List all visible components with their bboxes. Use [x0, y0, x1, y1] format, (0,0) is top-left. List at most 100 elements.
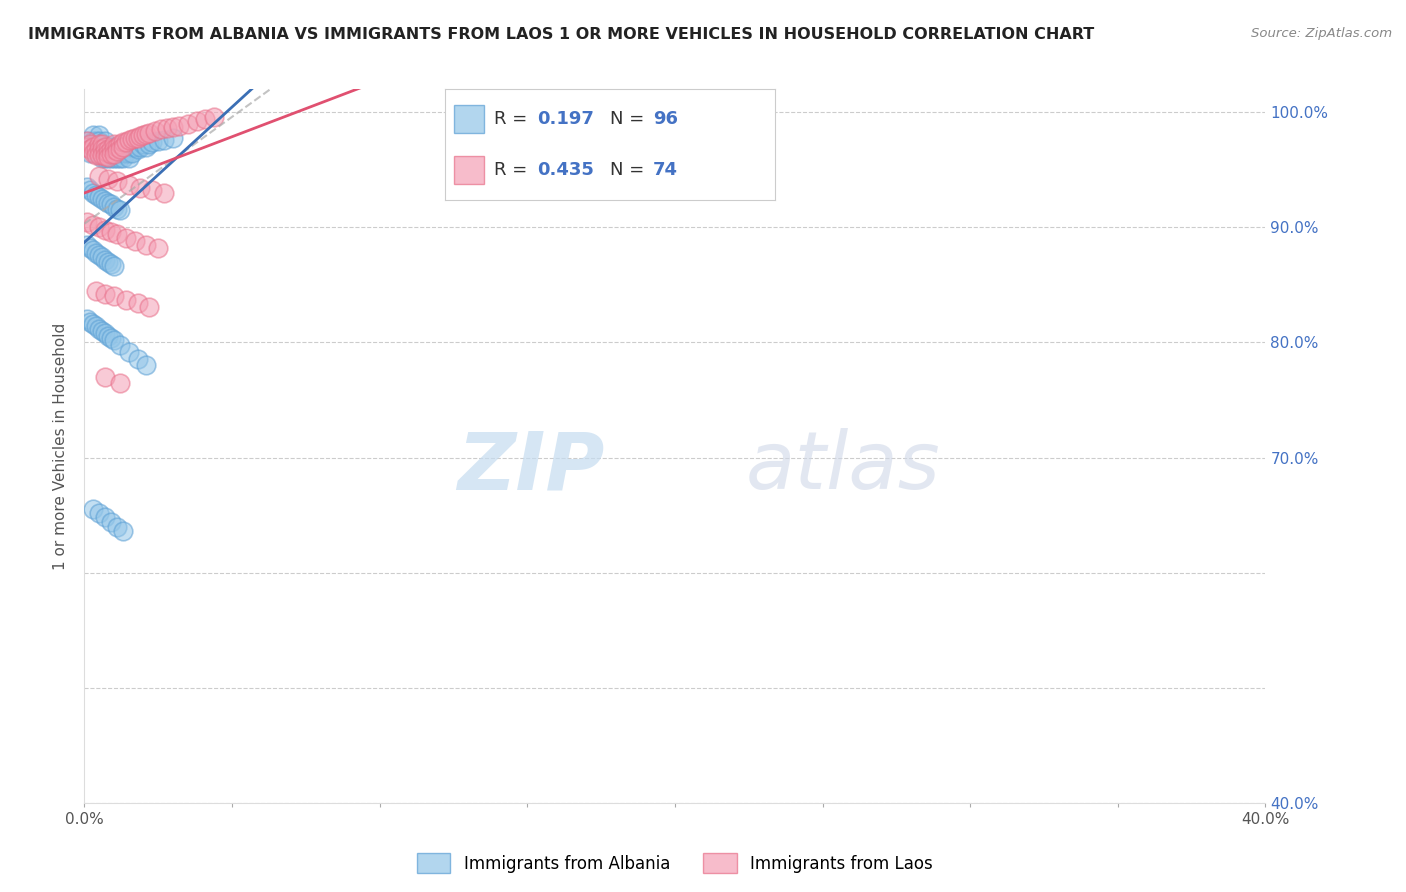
- Point: [82, 218, 104, 232]
- Point: [127, 296, 149, 310]
- Point: [100, 257, 122, 271]
- Point: [89, 142, 111, 156]
- Point: [114, 135, 136, 149]
- Point: [138, 137, 160, 152]
- Point: [89, 190, 111, 204]
- Point: [114, 140, 136, 154]
- Point: [118, 140, 141, 154]
- Point: [82, 140, 104, 154]
- Point: [103, 333, 125, 347]
- Point: [84, 284, 107, 298]
- Point: [105, 151, 128, 165]
- Point: [94, 287, 117, 301]
- Point: [127, 142, 149, 156]
- Point: [79, 145, 101, 160]
- Point: [82, 244, 104, 258]
- Point: [82, 317, 104, 331]
- Point: [84, 148, 107, 162]
- Point: [91, 250, 114, 264]
- Point: [148, 241, 170, 255]
- Point: [100, 331, 122, 345]
- Point: [89, 169, 111, 183]
- Point: [97, 255, 120, 269]
- Point: [129, 140, 152, 154]
- Point: [100, 515, 122, 529]
- Point: [121, 131, 143, 145]
- Point: [97, 142, 120, 156]
- Point: [82, 128, 104, 143]
- Point: [108, 151, 131, 165]
- Point: [76, 140, 98, 154]
- Point: [91, 192, 114, 206]
- Point: [105, 145, 128, 160]
- Point: [79, 184, 101, 198]
- Point: [76, 180, 98, 194]
- Point: [103, 137, 125, 152]
- Point: [141, 135, 163, 149]
- Point: [111, 135, 134, 149]
- Point: [186, 114, 208, 128]
- Point: [132, 128, 155, 143]
- Point: [108, 140, 131, 154]
- Point: [94, 145, 117, 160]
- Point: [82, 134, 104, 148]
- Point: [103, 260, 125, 274]
- Point: [114, 230, 136, 244]
- Point: [89, 145, 111, 160]
- Point: [103, 142, 125, 156]
- Point: [135, 359, 157, 373]
- Point: [148, 134, 170, 148]
- Point: [127, 130, 149, 145]
- Point: [89, 506, 111, 520]
- Point: [118, 133, 141, 147]
- Point: [97, 328, 120, 343]
- Point: [89, 134, 111, 148]
- Point: [82, 502, 104, 516]
- Point: [153, 133, 176, 147]
- Point: [118, 344, 141, 359]
- Text: IMMIGRANTS FROM ALBANIA VS IMMIGRANTS FROM LAOS 1 OR MORE VEHICLES IN HOUSEHOLD : IMMIGRANTS FROM ALBANIA VS IMMIGRANTS FR…: [28, 27, 1094, 42]
- Point: [105, 145, 128, 159]
- Point: [118, 145, 141, 160]
- Point: [124, 130, 146, 145]
- Point: [84, 245, 107, 260]
- Point: [100, 146, 122, 161]
- Point: [82, 140, 104, 154]
- Point: [94, 140, 117, 154]
- Point: [94, 145, 117, 159]
- Point: [94, 326, 117, 341]
- Point: [89, 220, 111, 235]
- Point: [94, 222, 117, 236]
- Point: [100, 140, 122, 154]
- Point: [91, 137, 114, 152]
- Point: [76, 312, 98, 326]
- Point: [79, 137, 101, 152]
- Point: [100, 145, 122, 160]
- Point: [153, 186, 176, 200]
- Point: [97, 145, 120, 160]
- Point: [138, 126, 160, 140]
- Point: [129, 129, 152, 144]
- Point: [202, 110, 225, 124]
- Point: [76, 134, 98, 148]
- Point: [105, 140, 128, 154]
- Point: [105, 174, 128, 188]
- Point: [132, 137, 155, 152]
- Point: [162, 120, 184, 135]
- Point: [97, 172, 120, 186]
- Point: [94, 149, 117, 163]
- Point: [167, 119, 190, 133]
- Point: [84, 319, 107, 334]
- Point: [103, 289, 125, 303]
- Point: [135, 140, 157, 154]
- Point: [121, 140, 143, 154]
- Point: [76, 214, 98, 228]
- Point: [108, 137, 131, 152]
- Point: [103, 140, 125, 154]
- Point: [138, 300, 160, 314]
- Point: [94, 194, 117, 208]
- Point: [84, 145, 107, 160]
- Point: [94, 510, 117, 524]
- Point: [103, 200, 125, 214]
- Point: [94, 134, 117, 148]
